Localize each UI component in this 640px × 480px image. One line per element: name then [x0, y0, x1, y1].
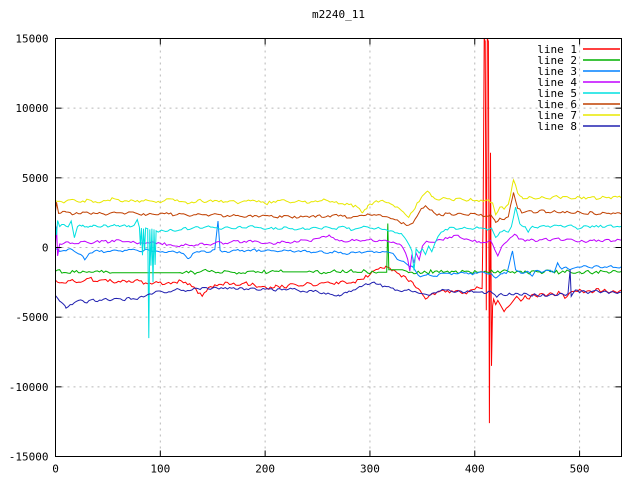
y-tick-label: 10000 — [15, 102, 48, 115]
series-line-3 — [55, 220, 622, 279]
x-tick-label: 100 — [150, 463, 170, 476]
series-line-8 — [55, 269, 622, 309]
series-line-7 — [55, 178, 622, 219]
legend-label-3: line 3 — [537, 65, 577, 78]
y-tick-label: -5000 — [15, 311, 48, 324]
series-line-5 — [55, 206, 622, 339]
x-tick-label: 500 — [570, 463, 590, 476]
series-line-2 — [55, 223, 622, 275]
x-tick-label: 200 — [255, 463, 275, 476]
x-tick-label: 0 — [52, 463, 59, 476]
y-tick-label: 5000 — [22, 172, 49, 185]
x-tick-label: 400 — [465, 463, 485, 476]
legend-label-6: line 6 — [537, 98, 577, 111]
legend-label-8: line 8 — [537, 120, 577, 133]
x-tick-label: 300 — [360, 463, 380, 476]
chart-title: m2240_11 — [312, 8, 365, 21]
series-line-4 — [55, 226, 622, 272]
legend-label-2: line 2 — [537, 54, 577, 67]
y-tick-label: -15000 — [9, 451, 49, 464]
legend-label-1: line 1 — [537, 43, 577, 56]
series-line-1 — [55, 38, 622, 424]
y-tick-label: 0 — [42, 242, 49, 255]
series-line-6 — [55, 192, 622, 227]
legend-label-5: line 5 — [537, 87, 577, 100]
y-tick-label: 15000 — [15, 33, 48, 46]
legend-label-7: line 7 — [537, 109, 577, 122]
y-tick-label: -10000 — [9, 381, 49, 394]
legend-label-4: line 4 — [537, 76, 577, 89]
